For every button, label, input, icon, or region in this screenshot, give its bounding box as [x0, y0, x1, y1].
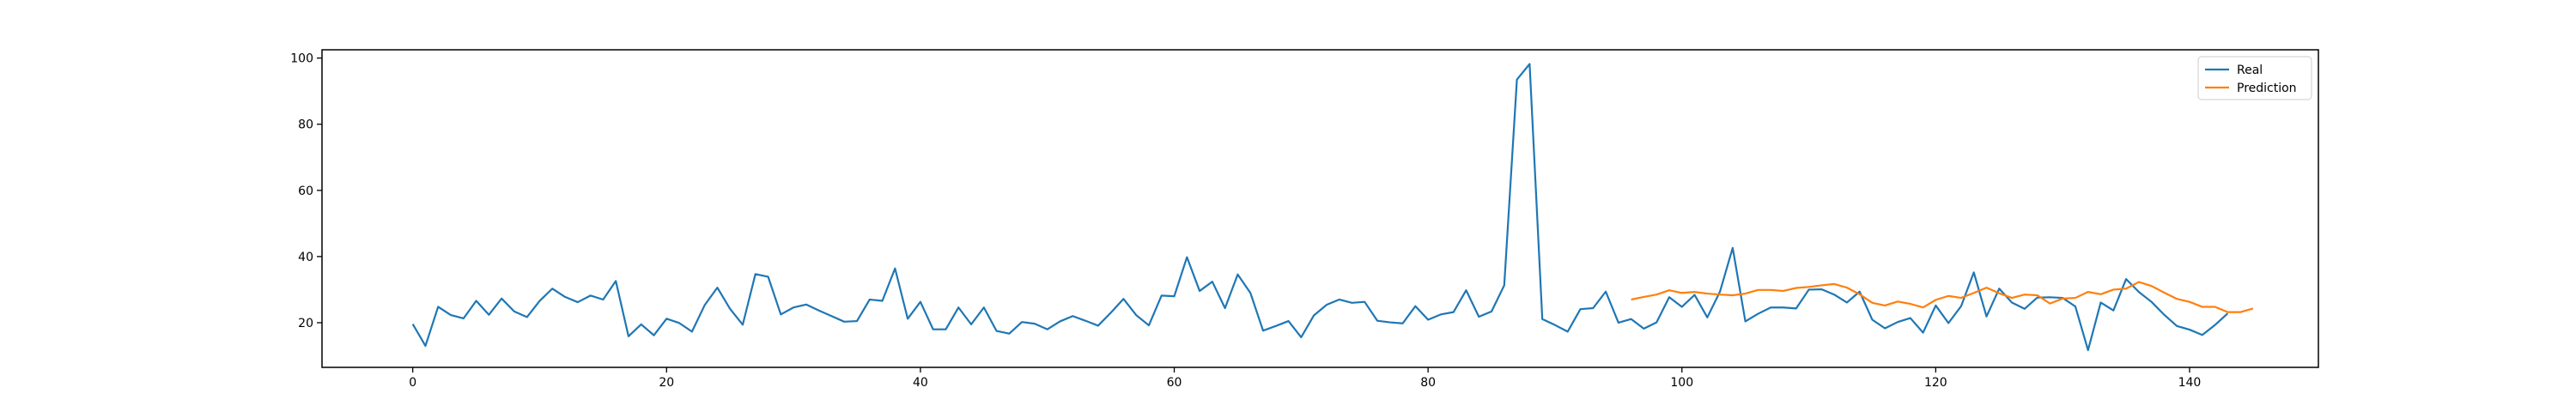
y-tick-label: 100 — [290, 52, 313, 66]
x-tick-label: 120 — [1924, 376, 1947, 390]
y-tick-label: 40 — [298, 251, 313, 264]
y-axis: 20 40 60 80 100 — [290, 52, 322, 330]
y-tick-label: 60 — [298, 185, 313, 198]
x-axis: 0 20 40 60 80 100 120 140 — [409, 367, 2201, 390]
series-line-real — [411, 63, 2229, 352]
x-tick-label: 80 — [1420, 376, 1436, 390]
x-tick-label: 0 — [409, 376, 416, 390]
legend: Real Prediction — [2197, 56, 2312, 100]
x-tick-label: 140 — [2178, 376, 2202, 390]
legend-label-real: Real — [2237, 64, 2263, 77]
legend-box — [2197, 56, 2312, 100]
x-tick-label: 40 — [913, 376, 928, 390]
x-tick-label: 20 — [659, 376, 674, 390]
y-tick-label: 20 — [298, 317, 313, 330]
legend-label-prediction: Prediction — [2237, 82, 2297, 95]
x-tick-label: 60 — [1167, 376, 1182, 390]
series-line-prediction — [1631, 281, 2254, 313]
x-tick-label: 100 — [1670, 376, 1693, 390]
plot-lines — [411, 63, 2254, 352]
plot-area-frame — [321, 49, 2319, 368]
y-tick-label: 80 — [298, 118, 313, 132]
